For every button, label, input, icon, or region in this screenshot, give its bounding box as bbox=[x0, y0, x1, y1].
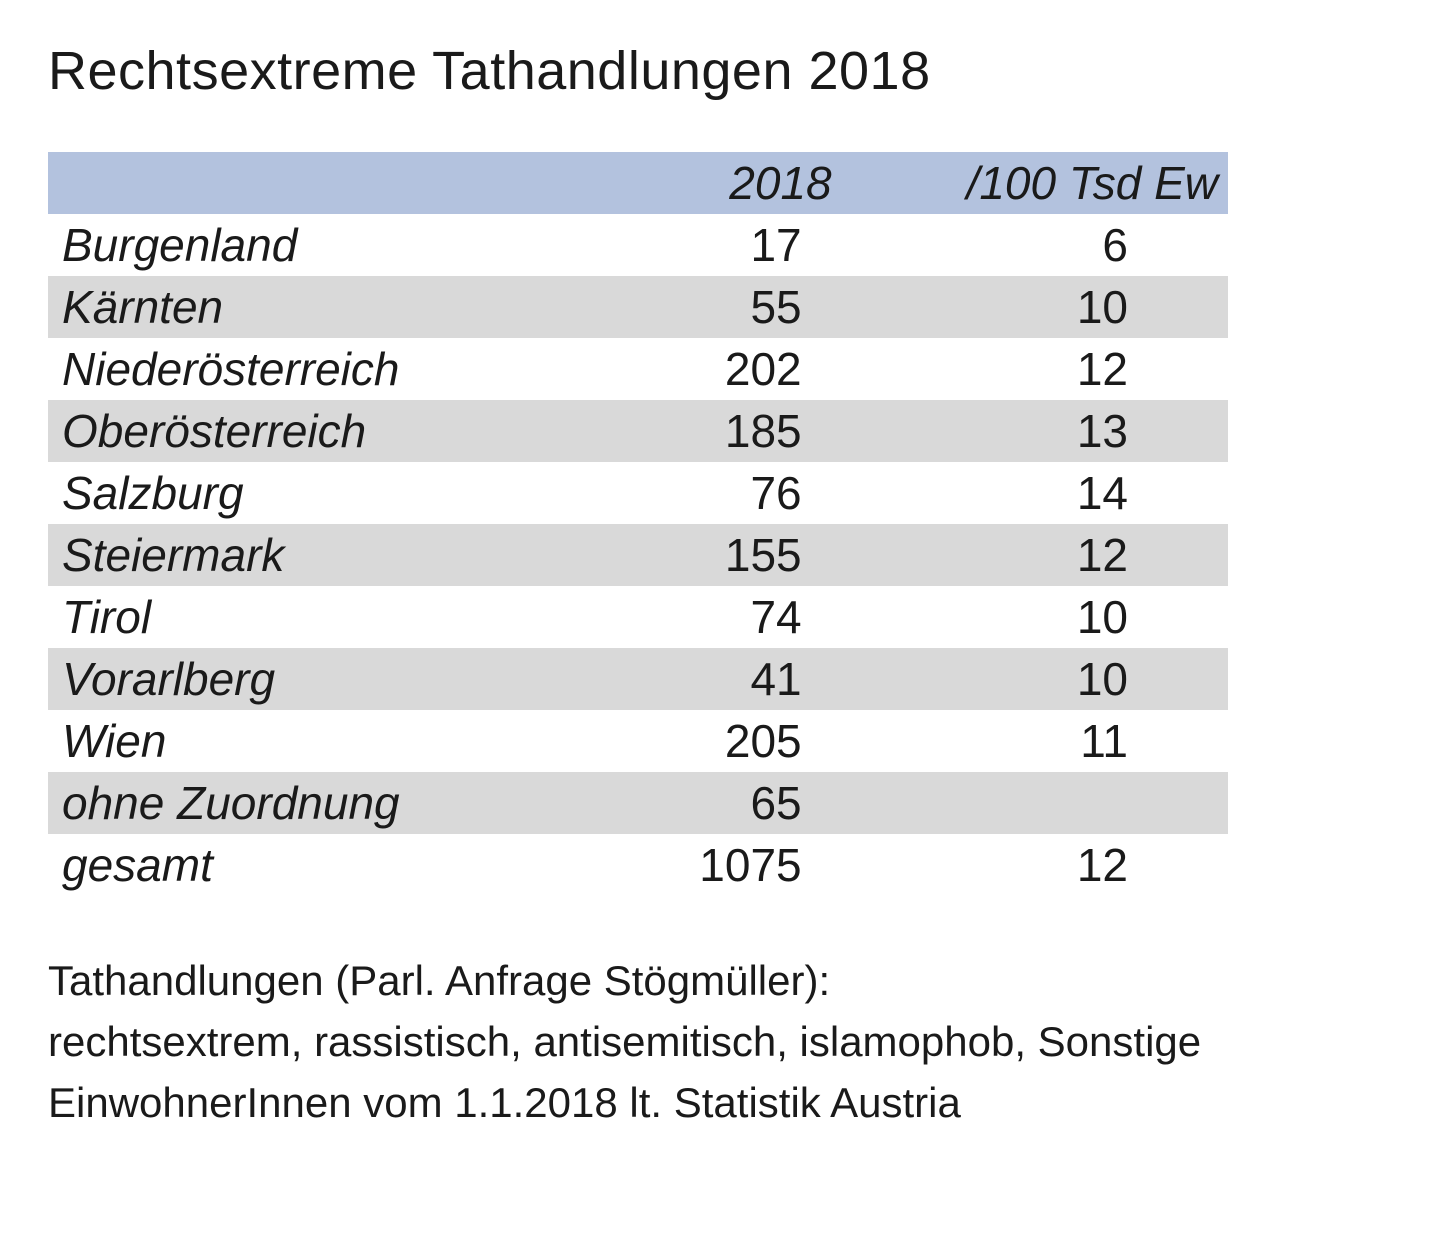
footnote-line: EinwohnerInnen vom 1.1.2018 lt. Statisti… bbox=[48, 1073, 1399, 1134]
row-per100k: 6 bbox=[842, 214, 1228, 276]
table-row: Vorarlberg4110 bbox=[48, 648, 1228, 710]
row-label: Niederösterreich bbox=[48, 338, 549, 400]
table-row: Wien20511 bbox=[48, 710, 1228, 772]
table-row: Niederösterreich20212 bbox=[48, 338, 1228, 400]
col-header-2018: 2018 bbox=[549, 152, 841, 214]
row-2018: 65 bbox=[549, 772, 841, 834]
col-header-label bbox=[48, 152, 549, 214]
table-row: Burgenland176 bbox=[48, 214, 1228, 276]
row-label: ohne Zuordnung bbox=[48, 772, 549, 834]
row-label: Oberösterreich bbox=[48, 400, 549, 462]
row-per100k: 12 bbox=[842, 338, 1228, 400]
row-per100k: 12 bbox=[842, 834, 1228, 896]
row-per100k: 14 bbox=[842, 462, 1228, 524]
row-2018: 74 bbox=[549, 586, 841, 648]
row-per100k bbox=[842, 772, 1228, 834]
table-row: Steiermark15512 bbox=[48, 524, 1228, 586]
row-2018: 202 bbox=[549, 338, 841, 400]
row-2018: 1075 bbox=[549, 834, 841, 896]
row-per100k: 11 bbox=[842, 710, 1228, 772]
table-header-row: 2018 /100 Tsd Ew bbox=[48, 152, 1228, 214]
row-label: Kärnten bbox=[48, 276, 549, 338]
row-2018: 155 bbox=[549, 524, 841, 586]
row-label: Wien bbox=[48, 710, 549, 772]
row-label: gesamt bbox=[48, 834, 549, 896]
row-2018: 205 bbox=[549, 710, 841, 772]
data-table: 2018 /100 Tsd Ew Burgenland176Kärnten551… bbox=[48, 152, 1228, 896]
row-label: Steiermark bbox=[48, 524, 549, 586]
row-per100k: 10 bbox=[842, 586, 1228, 648]
row-2018: 41 bbox=[549, 648, 841, 710]
table-body: Burgenland176Kärnten5510Niederösterreich… bbox=[48, 214, 1228, 896]
table-row: gesamt107512 bbox=[48, 834, 1228, 896]
footnote-line: Tathandlungen (Parl. Anfrage Stögmüller)… bbox=[48, 951, 1399, 1012]
table-row: ohne Zuordnung65 bbox=[48, 772, 1228, 834]
row-per100k: 10 bbox=[842, 648, 1228, 710]
row-2018: 55 bbox=[549, 276, 841, 338]
row-2018: 185 bbox=[549, 400, 841, 462]
col-header-per100k: /100 Tsd Ew bbox=[842, 152, 1228, 214]
table-row: Kärnten5510 bbox=[48, 276, 1228, 338]
footnote-line: rechtsextrem, rassistisch, antisemitisch… bbox=[48, 1012, 1399, 1073]
row-2018: 17 bbox=[549, 214, 841, 276]
table-row: Tirol7410 bbox=[48, 586, 1228, 648]
row-per100k: 13 bbox=[842, 400, 1228, 462]
table-row: Salzburg7614 bbox=[48, 462, 1228, 524]
row-label: Tirol bbox=[48, 586, 549, 648]
table-row: Oberösterreich18513 bbox=[48, 400, 1228, 462]
row-label: Burgenland bbox=[48, 214, 549, 276]
row-per100k: 10 bbox=[842, 276, 1228, 338]
footnotes: Tathandlungen (Parl. Anfrage Stögmüller)… bbox=[48, 951, 1399, 1134]
page-title: Rechtsextreme Tathandlungen 2018 bbox=[48, 40, 1399, 102]
row-per100k: 12 bbox=[842, 524, 1228, 586]
row-label: Salzburg bbox=[48, 462, 549, 524]
row-2018: 76 bbox=[549, 462, 841, 524]
row-label: Vorarlberg bbox=[48, 648, 549, 710]
